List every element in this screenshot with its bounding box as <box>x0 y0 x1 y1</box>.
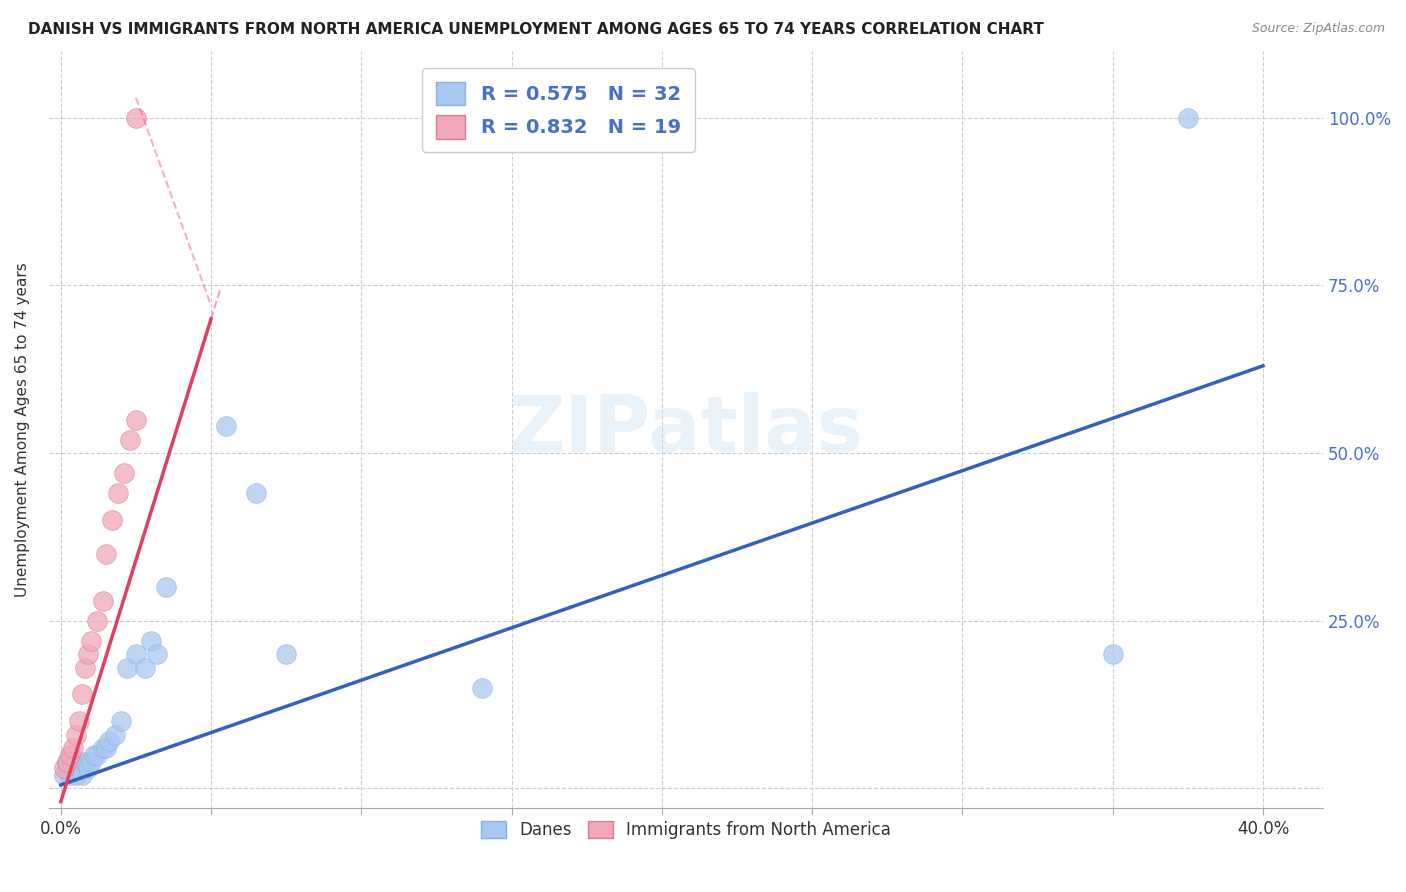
Point <box>125 412 148 426</box>
Point <box>65 755 87 769</box>
Point <box>55 755 77 769</box>
Point <box>65 768 87 782</box>
Point <box>125 111 148 125</box>
Point <box>70 688 93 702</box>
Point <box>70 768 93 782</box>
Point <box>67 761 90 775</box>
Point <box>104 728 127 742</box>
Point <box>471 681 494 695</box>
Point <box>86 747 108 762</box>
Point <box>73 755 96 769</box>
Point <box>52 768 75 782</box>
Point <box>94 741 117 756</box>
Point <box>52 761 75 775</box>
Point <box>101 513 124 527</box>
Point <box>80 755 103 769</box>
Point <box>115 660 138 674</box>
Legend: Danes, Immigrants from North America: Danes, Immigrants from North America <box>474 814 898 846</box>
Point <box>245 486 267 500</box>
Point <box>55 761 77 775</box>
Point <box>76 761 98 775</box>
Point <box>125 647 148 661</box>
Point <box>59 768 82 782</box>
Y-axis label: Unemployment Among Ages 65 to 74 years: Unemployment Among Ages 65 to 74 years <box>15 262 30 597</box>
Point <box>83 747 105 762</box>
Point <box>65 728 87 742</box>
Point <box>215 419 238 434</box>
Point <box>73 660 96 674</box>
Point <box>139 633 162 648</box>
Point <box>97 734 120 748</box>
Point <box>1177 111 1199 125</box>
Point <box>155 580 177 594</box>
Point <box>67 714 90 729</box>
Point <box>86 614 108 628</box>
Point <box>59 747 82 762</box>
Point <box>107 486 129 500</box>
Point <box>55 755 77 769</box>
Point <box>62 741 84 756</box>
Point <box>76 647 98 661</box>
Point <box>59 747 82 762</box>
Point <box>62 761 84 775</box>
Point <box>80 633 103 648</box>
Text: Source: ZipAtlas.com: Source: ZipAtlas.com <box>1251 22 1385 36</box>
Point <box>118 433 141 447</box>
Point <box>1101 647 1123 661</box>
Text: ZIPatlas: ZIPatlas <box>509 392 863 467</box>
Point <box>94 547 117 561</box>
Point <box>134 660 156 674</box>
Point <box>112 466 135 480</box>
Point <box>91 741 114 756</box>
Point <box>91 593 114 607</box>
Text: DANISH VS IMMIGRANTS FROM NORTH AMERICA UNEMPLOYMENT AMONG AGES 65 TO 74 YEARS C: DANISH VS IMMIGRANTS FROM NORTH AMERICA … <box>28 22 1045 37</box>
Point <box>110 714 132 729</box>
Point <box>146 647 169 661</box>
Point <box>276 647 298 661</box>
